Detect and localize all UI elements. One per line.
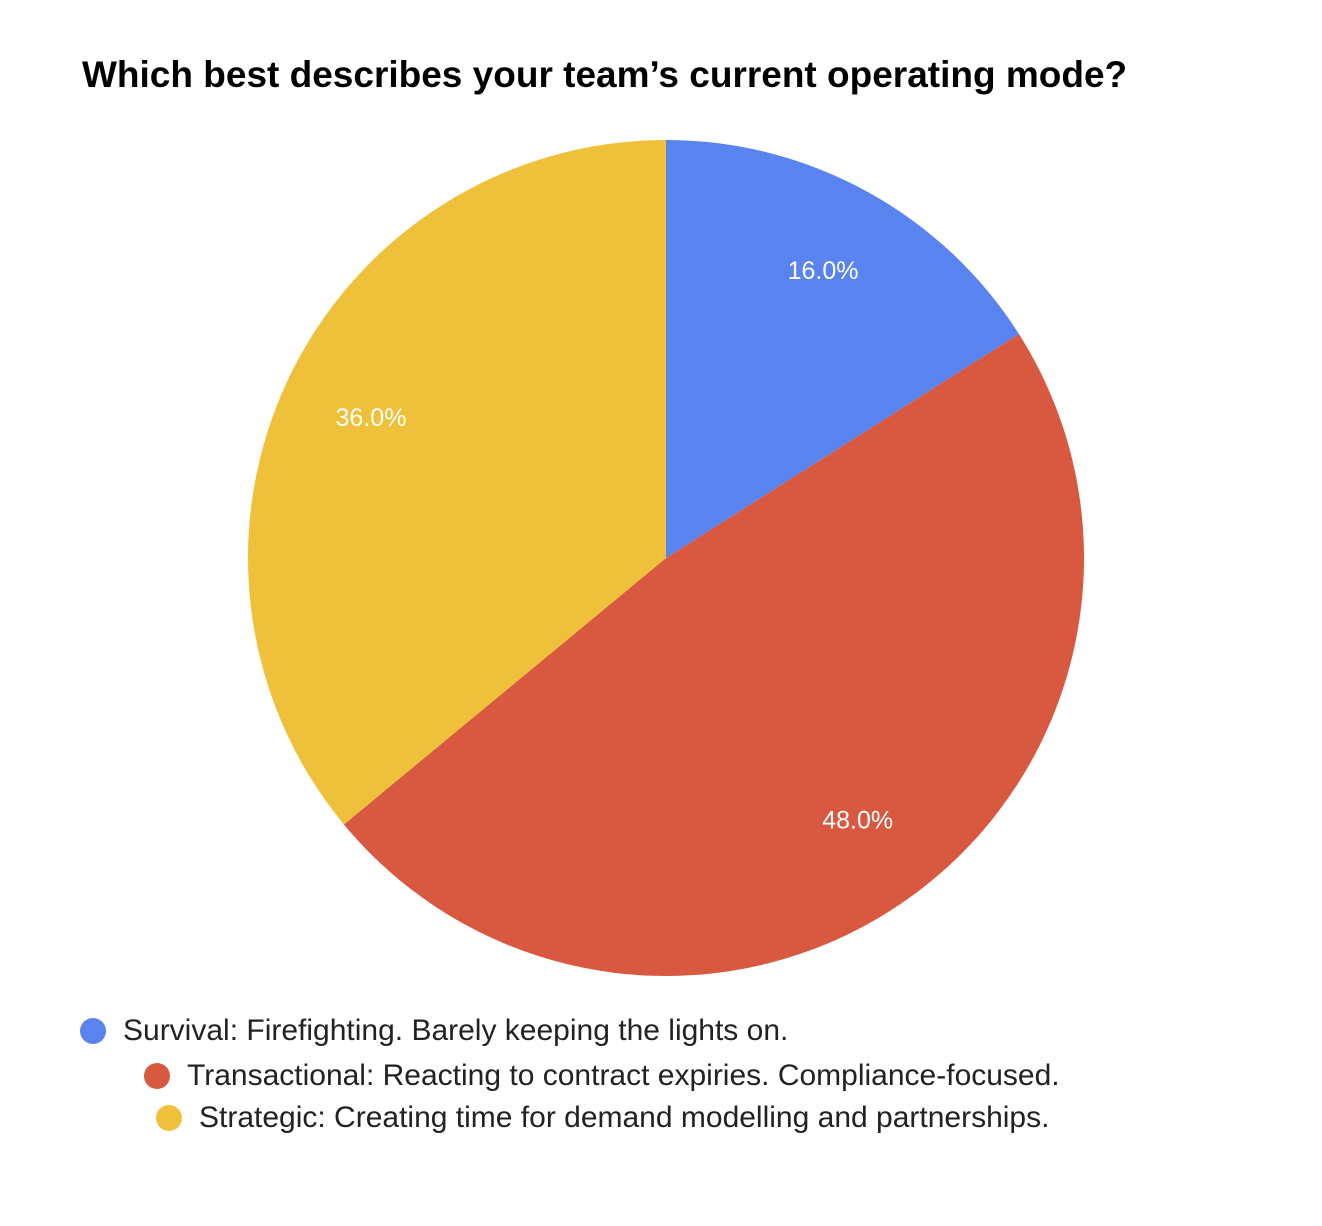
legend-item: Transactional: Reacting to contract expi… bbox=[144, 1055, 1060, 1097]
chart-title: Which best describes your team’s current… bbox=[82, 54, 1128, 95]
legend-label: Survival: Firefighting. Barely keeping t… bbox=[123, 1014, 789, 1047]
legend-item: Strategic: Creating time for demand mode… bbox=[156, 1097, 1049, 1139]
legend-item: Survival: Firefighting. Barely keeping t… bbox=[80, 1010, 788, 1052]
legend-swatch bbox=[156, 1105, 182, 1131]
legend-label: Strategic: Creating time for demand mode… bbox=[199, 1101, 1050, 1134]
pie-slice bbox=[666, 140, 1019, 558]
legend-swatch bbox=[144, 1063, 170, 1089]
pie-chart: 16.0% 48.0% 36.0% bbox=[247, 140, 1084, 976]
data-label: 16.0% bbox=[788, 257, 859, 285]
legend-swatch bbox=[80, 1018, 106, 1044]
legend-label: Transactional: Reacting to contract expi… bbox=[187, 1059, 1060, 1092]
pie-slice bbox=[343, 334, 1084, 976]
data-label: 36.0% bbox=[336, 404, 407, 432]
data-label: 48.0% bbox=[822, 806, 893, 834]
pie-slice bbox=[247, 140, 666, 825]
